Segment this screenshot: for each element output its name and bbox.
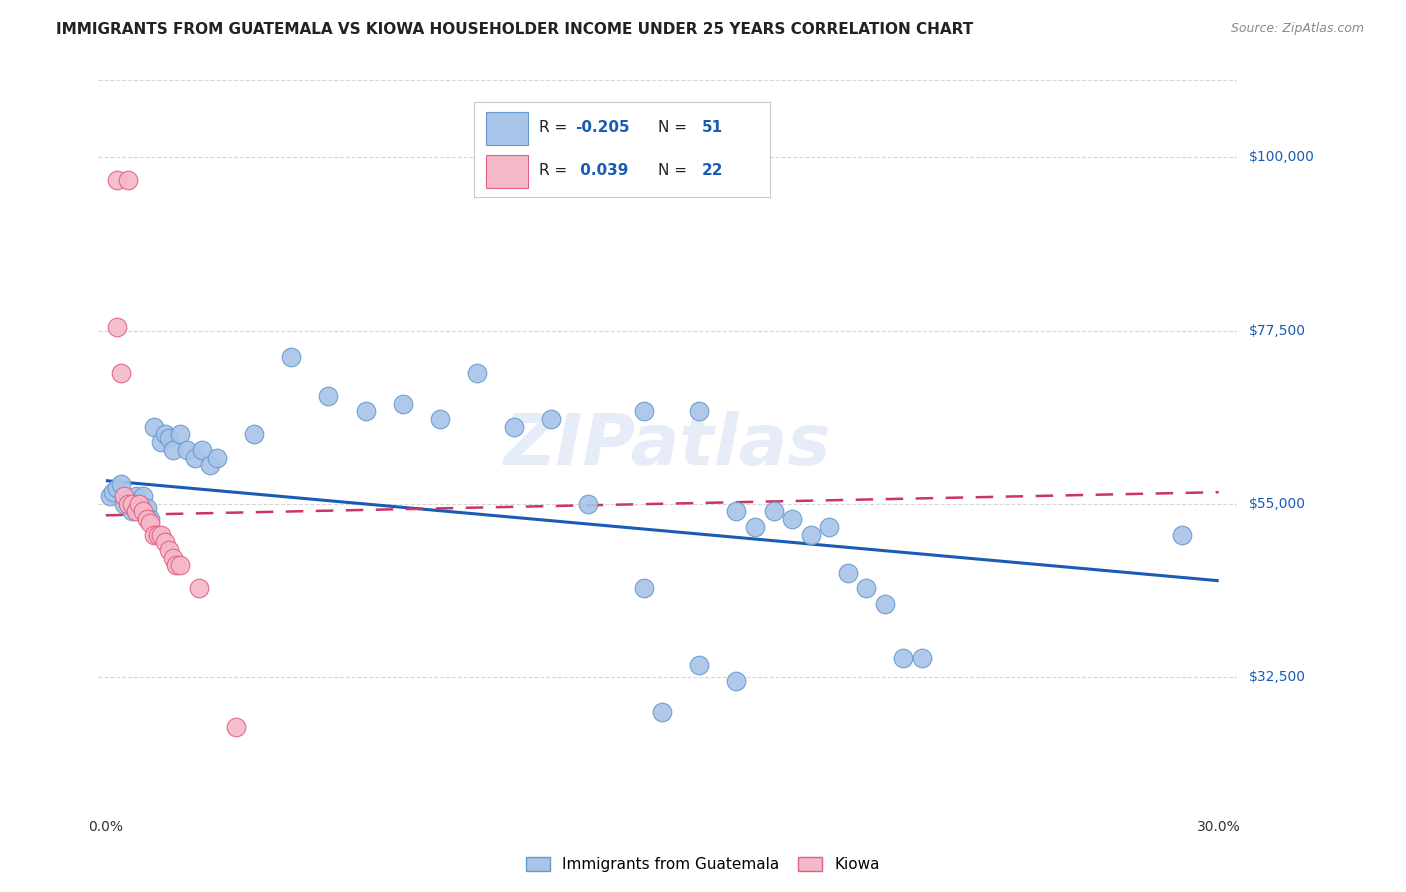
Point	[725, 504, 748, 518]
Text: $55,000: $55,000	[1249, 497, 1305, 511]
Point	[157, 431, 180, 445]
Point	[465, 366, 488, 380]
Point	[146, 527, 169, 541]
Point	[873, 597, 896, 611]
Point	[633, 582, 655, 596]
Point	[132, 504, 155, 518]
Point	[205, 450, 228, 465]
Point	[135, 512, 157, 526]
Point	[225, 720, 247, 734]
Point	[184, 450, 207, 465]
Point	[243, 427, 266, 442]
Point	[540, 412, 562, 426]
Point	[169, 558, 191, 573]
Point	[391, 397, 413, 411]
Point	[103, 485, 125, 500]
Point	[128, 497, 150, 511]
Point	[318, 389, 340, 403]
Text: Source: ZipAtlas.com: Source: ZipAtlas.com	[1230, 22, 1364, 36]
Point	[112, 489, 135, 503]
Point	[112, 497, 135, 511]
Point	[121, 497, 143, 511]
Point	[143, 527, 166, 541]
Point	[162, 550, 184, 565]
Text: IMMIGRANTS FROM GUATEMALA VS KIOWA HOUSEHOLDER INCOME UNDER 25 YEARS CORRELATION: IMMIGRANTS FROM GUATEMALA VS KIOWA HOUSE…	[56, 22, 973, 37]
Point	[150, 435, 173, 450]
Text: ZIPatlas: ZIPatlas	[505, 411, 831, 481]
Point	[688, 658, 710, 673]
Point	[105, 173, 128, 187]
Point	[139, 516, 162, 530]
Point	[110, 477, 132, 491]
Text: $100,000: $100,000	[1249, 150, 1315, 164]
Text: $32,500: $32,500	[1249, 670, 1305, 684]
Point	[117, 497, 139, 511]
Point	[429, 412, 451, 426]
Point	[132, 489, 155, 503]
Point	[128, 497, 150, 511]
Point	[143, 419, 166, 434]
Point	[139, 512, 162, 526]
Point	[725, 673, 748, 688]
Point	[135, 500, 157, 515]
Point	[762, 504, 785, 518]
Point	[354, 404, 377, 418]
Point	[117, 492, 139, 507]
Point	[855, 582, 877, 596]
Point	[911, 650, 934, 665]
Point	[280, 351, 302, 365]
Point	[153, 535, 176, 549]
Point	[165, 558, 187, 573]
Point	[162, 442, 184, 457]
Point	[124, 504, 146, 518]
Point	[800, 527, 823, 541]
Point	[633, 404, 655, 418]
Point	[576, 497, 599, 511]
Point	[191, 442, 214, 457]
Text: $77,500: $77,500	[1249, 324, 1305, 337]
Point	[110, 366, 132, 380]
Legend: Immigrants from Guatemala, Kiowa: Immigrants from Guatemala, Kiowa	[519, 849, 887, 880]
Point	[744, 520, 766, 534]
Point	[117, 173, 139, 187]
Point	[157, 543, 180, 558]
Point	[169, 427, 191, 442]
Point	[1170, 527, 1192, 541]
Point	[124, 489, 146, 503]
Point	[150, 527, 173, 541]
Point	[651, 705, 673, 719]
Point	[818, 520, 841, 534]
Point	[187, 582, 209, 596]
Point	[105, 481, 128, 495]
Point	[893, 650, 915, 665]
Point	[121, 504, 143, 518]
Point	[98, 489, 121, 503]
Point	[198, 458, 221, 473]
Point	[153, 427, 176, 442]
Point	[688, 404, 710, 418]
Point	[837, 566, 859, 580]
Point	[503, 419, 526, 434]
Point	[176, 442, 198, 457]
Point	[780, 512, 803, 526]
Point	[105, 319, 128, 334]
